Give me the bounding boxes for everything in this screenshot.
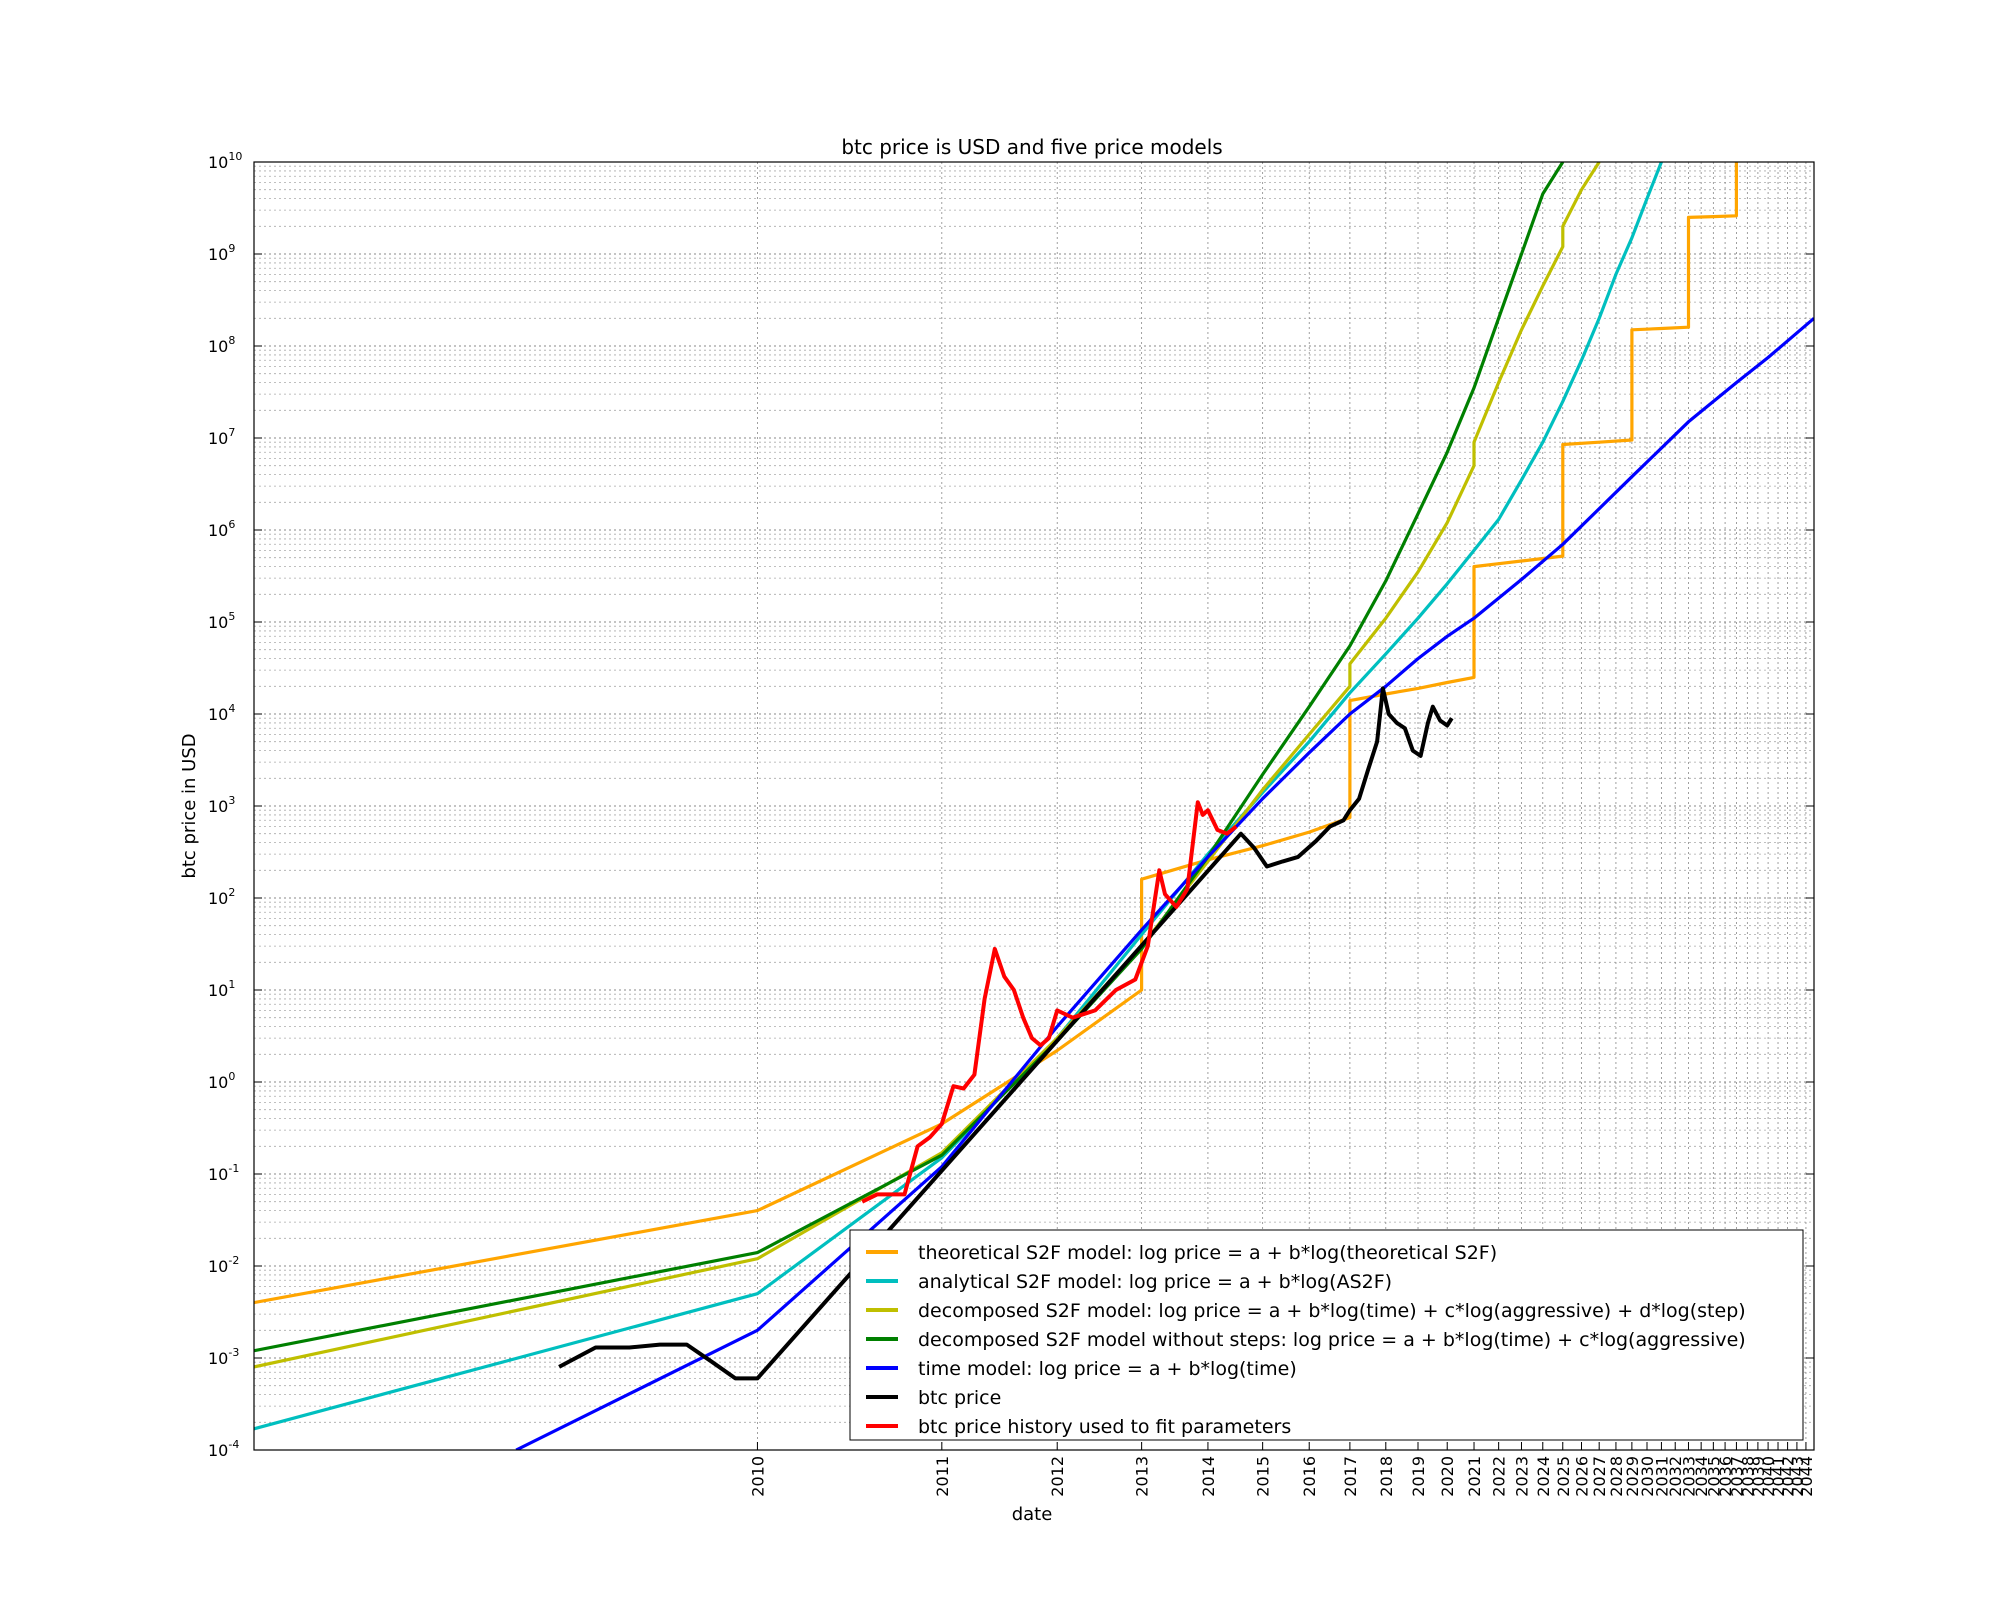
x-tick-label: 2043	[1788, 1456, 1807, 1497]
x-axis-label: date	[1012, 1504, 1053, 1525]
x-tick-label: 2042	[1779, 1456, 1798, 1497]
y-tick-label: 10-2	[208, 1254, 239, 1276]
x-tick-label: 2034	[1692, 1456, 1711, 1497]
y-tick-label: 10-3	[208, 1346, 239, 1368]
x-tick-label: 2026	[1572, 1456, 1591, 1497]
series-line-7	[861, 800, 1238, 1204]
chart-title: btc price is USD and five price models	[841, 135, 1222, 159]
legend-entry-label: time model: log price = a + b*log(time)	[918, 1358, 1297, 1380]
x-tick-label: 2019	[1409, 1456, 1428, 1497]
x-tick-label: 2040	[1759, 1456, 1778, 1497]
y-tick-label: 10-4	[208, 1438, 239, 1460]
legend-box	[849, 1229, 1804, 1441]
y-axis-ticks: 10-4 10-3 10-2 10-1 100 101 102 103 104 105 106 107…	[208, 150, 1814, 1460]
x-tick-label: 2028	[1607, 1456, 1626, 1497]
y-tick-label: 103	[208, 794, 235, 816]
x-tick-label: 2020	[1438, 1456, 1457, 1497]
x-tick-label: 2010	[748, 1456, 767, 1497]
y-tick-label: 108	[208, 334, 235, 356]
series-line-4	[254, 162, 1565, 1353]
x-tick-label: 2013	[1133, 1456, 1152, 1497]
x-tick-label: 2011	[933, 1456, 952, 1497]
y-tick-label: 10-1	[208, 1162, 239, 1184]
x-tick-label: 2030	[1638, 1456, 1657, 1497]
x-tick-label: 2033	[1679, 1456, 1698, 1497]
x-tick-label: 2014	[1199, 1456, 1218, 1497]
y-tick-label: 106	[208, 518, 235, 540]
x-tick-label: 2023	[1512, 1456, 1531, 1497]
x-tick-label: 2036	[1716, 1456, 1735, 1497]
x-tick-label: 2029	[1623, 1456, 1642, 1497]
series-line-1	[254, 162, 1739, 1305]
legend-entry-label: btc price history used to fit parameters	[918, 1416, 1291, 1438]
x-tick-label: 2032	[1666, 1456, 1685, 1497]
x-tick-label: 2018	[1377, 1456, 1396, 1497]
x-tick-label: 2017	[1341, 1456, 1360, 1497]
series-line-2	[254, 162, 1663, 1431]
x-tick-label: 2031	[1652, 1456, 1671, 1497]
x-tick-label: 2015	[1254, 1456, 1273, 1497]
series-line-5	[515, 317, 1814, 1450]
y-tick-label: 104	[208, 702, 235, 724]
legend-entry-label: decomposed S2F model: log price = a + b*…	[918, 1300, 1746, 1322]
x-tick-label: 2016	[1300, 1456, 1319, 1497]
x-tick-label: 2037	[1727, 1456, 1746, 1497]
series-layer	[254, 162, 1814, 1450]
legend-entry-label: theoretical S2F model: log price = a + b…	[918, 1242, 1497, 1264]
y-tick-label: 1010	[208, 150, 242, 172]
legend-entry-label: btc price	[918, 1387, 1001, 1409]
x-tick-label: 2022	[1490, 1456, 1509, 1497]
y-tick-label: 100	[208, 1070, 235, 1092]
y-tick-label: 102	[208, 886, 235, 908]
legend-entry-label: analytical S2F model: log price = a + b*…	[918, 1271, 1392, 1293]
x-tick-label: 2044	[1797, 1456, 1816, 1497]
x-tick-label: 2041	[1769, 1456, 1788, 1497]
x-tick-label: 2035	[1704, 1456, 1723, 1497]
y-axis-label: btc price in USD	[179, 733, 200, 878]
y-tick-label: 105	[208, 610, 235, 632]
x-tick-label: 2039	[1749, 1456, 1768, 1497]
y-tick-label: 109	[208, 242, 235, 264]
x-tick-label: 2012	[1048, 1456, 1067, 1497]
legend: theoretical S2F model: log price = a + b…	[849, 1229, 1804, 1441]
x-tick-label: 2038	[1738, 1456, 1757, 1497]
series-line-6	[558, 686, 1454, 1381]
x-tick-label: 2025	[1554, 1456, 1573, 1497]
x-tick-label: 2027	[1590, 1456, 1609, 1497]
x-tick-label: 2024	[1534, 1456, 1553, 1497]
y-tick-label: 101	[208, 978, 235, 1000]
x-tick-label: 2021	[1465, 1456, 1484, 1497]
x-axis-ticks: 2010 2011 2012 2013 2014 2015 2016 2017 2018 2019…	[748, 1442, 1816, 1497]
y-tick-label: 107	[208, 426, 235, 448]
legend-entry-label: decomposed S2F model without steps: log …	[918, 1329, 1746, 1351]
